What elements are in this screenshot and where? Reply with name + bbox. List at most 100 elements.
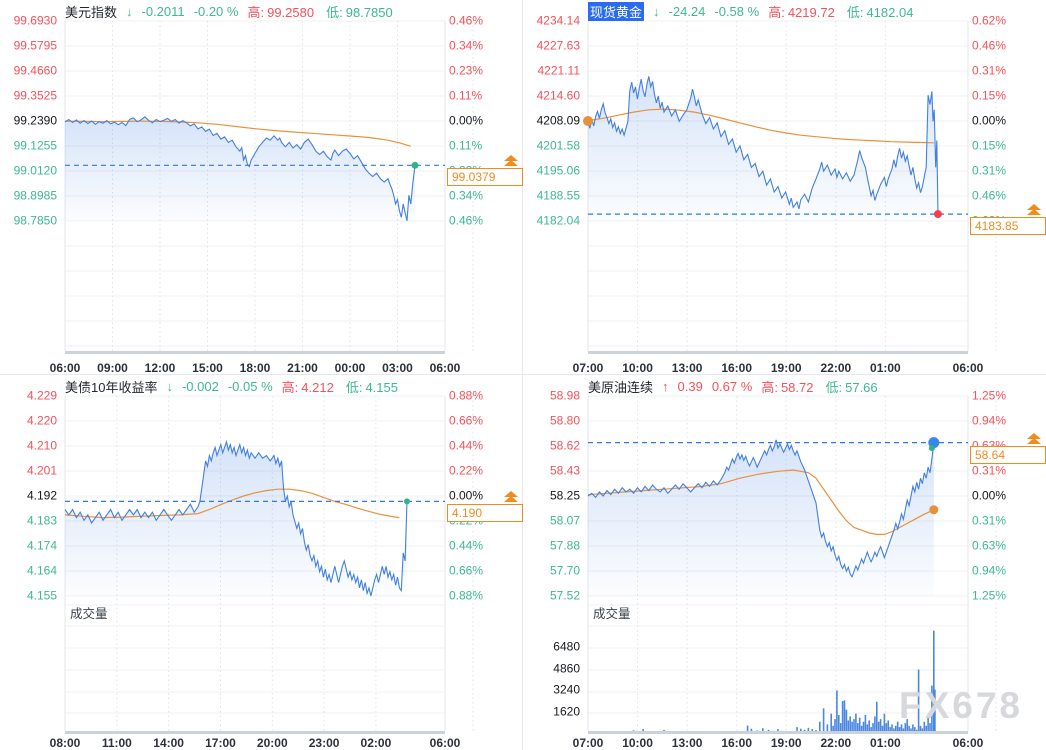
axis-label: 0.62% bbox=[972, 13, 1007, 28]
time-label: 21:00 bbox=[287, 361, 318, 375]
time-label: 12:00 bbox=[144, 361, 176, 375]
time-axis: 07:00 10:00 13:00 16:00 19:00 22:00 01:00 06:00 bbox=[523, 735, 1046, 750]
low-readout: 低: 4.155 bbox=[346, 377, 401, 396]
time-label: 07:00 bbox=[572, 736, 604, 750]
axis-label: 0.31% bbox=[972, 513, 1007, 528]
instrument-name[interactable]: 美原油连续 bbox=[588, 380, 654, 395]
price-chart[interactable] bbox=[523, 375, 1046, 750]
low-label: 低: bbox=[326, 5, 343, 20]
high-readout: 高: 4219.72 bbox=[768, 2, 838, 21]
change-value: -0.2011 bbox=[141, 4, 185, 19]
change-percent: -0.05 % bbox=[227, 379, 273, 394]
high-label: 高: bbox=[281, 380, 299, 395]
axis-label: 0.34% bbox=[449, 38, 484, 53]
axis-label: 4227.63 bbox=[536, 38, 580, 53]
axis-label: 58.43 bbox=[549, 463, 580, 478]
time-label: 11:00 bbox=[101, 736, 132, 750]
axis-label: 4.210 bbox=[26, 438, 57, 453]
price-chart[interactable] bbox=[0, 375, 523, 750]
current-price-value: 4.190 bbox=[452, 506, 483, 521]
time-axis: 07:00 10:00 13:00 16:00 19:00 22:00 01:00 06:00 bbox=[523, 360, 1046, 377]
axis-label: 99.2390 bbox=[13, 113, 57, 128]
low-value: 4.155 bbox=[365, 380, 398, 395]
price-chart[interactable] bbox=[523, 0, 1046, 375]
low-value: 57.66 bbox=[845, 380, 878, 395]
price-alert-arrow-icon[interactable] bbox=[504, 491, 518, 503]
price-alert-arrow-icon[interactable] bbox=[1027, 432, 1041, 445]
price-axis-left: 4.229 4.220 4.210 4.201 4.192 4.183 4.174 4.164… bbox=[0, 375, 60, 750]
time-label: 19:00 bbox=[770, 736, 802, 750]
direction-arrow-icon: ↓ bbox=[166, 379, 173, 394]
price-axis-left: 58.98 58.80 58.62 58.43 58.25 58.07 57.88 57.70… bbox=[523, 375, 583, 750]
axis-label: 1620 bbox=[553, 704, 580, 719]
current-price-tag: 4.190 bbox=[447, 504, 523, 523]
time-label: 06:00 bbox=[952, 361, 984, 375]
direction-arrow-icon: ↓ bbox=[653, 4, 660, 19]
axis-label: 4182.04 bbox=[536, 213, 580, 228]
low-value: 4182.04 bbox=[866, 5, 914, 20]
high-value: 4219.72 bbox=[787, 5, 835, 20]
axis-label: 4.174 bbox=[26, 538, 57, 553]
axis-label: 0.00% bbox=[449, 488, 484, 503]
instrument-name[interactable]: 现货黄金 bbox=[588, 2, 645, 21]
axis-label: 0.44% bbox=[449, 438, 484, 453]
price-alert-arrow-icon[interactable] bbox=[504, 155, 518, 167]
percent-axis-right: 0.62% 0.46% 0.31% 0.15% 0.00% 0.15% 0.31% 0.46%… bbox=[972, 0, 1046, 374]
chart-header: 现货黄金 ↓ -24.24 -0.58 % 高: 4219.72 低: 4182.0… bbox=[588, 2, 925, 21]
time-label: 03:00 bbox=[382, 361, 413, 375]
time-label: 02:00 bbox=[360, 736, 392, 750]
high-value: 58.72 bbox=[780, 380, 814, 395]
axis-label: 4.155 bbox=[26, 588, 57, 603]
axis-label: 0.34% bbox=[449, 188, 484, 203]
axis-label: 4860 bbox=[553, 661, 580, 676]
chart-header: 美原油连续 ↑ 0.39 0.67 % 高: 58.72 低: 57.66 bbox=[588, 378, 890, 395]
axis-label: 0.46% bbox=[972, 38, 1007, 53]
low-label: 低: bbox=[825, 380, 843, 395]
axis-label: 1.25% bbox=[972, 588, 1007, 603]
axis-label: 58.25 bbox=[549, 488, 580, 503]
low-readout: 低: 98.7850 bbox=[326, 2, 396, 21]
panel-spot-gold: 现货黄金 ↓ -24.24 -0.58 % 高: 4219.72 低: 4182.0… bbox=[523, 0, 1046, 375]
volume-axis-left: 6480 4860 3240 1620 bbox=[523, 375, 583, 750]
axis-label: 4188.55 bbox=[536, 188, 580, 203]
time-label: 06:00 bbox=[952, 736, 984, 750]
low-readout: 低: 4182.04 bbox=[847, 2, 917, 21]
axis-label: 0.46% bbox=[449, 213, 484, 228]
time-label: 16:00 bbox=[721, 736, 753, 750]
instrument-name[interactable]: 美债10年收益率 bbox=[65, 380, 158, 395]
high-readout: 高: 4.212 bbox=[282, 377, 337, 396]
axis-label: 4.201 bbox=[26, 463, 57, 478]
high-value: 99.2580 bbox=[267, 5, 315, 20]
price-chart[interactable] bbox=[0, 0, 523, 375]
instrument-name[interactable]: 美元指数 bbox=[65, 5, 118, 20]
chart-header: 美元指数 ↓ -0.2011 -0.20 % 高: 99.2580 低: 98.78… bbox=[65, 3, 405, 20]
axis-label: 4195.06 bbox=[536, 163, 580, 178]
low-label: 低: bbox=[345, 380, 363, 395]
current-price-value: 99.0379 bbox=[452, 170, 496, 185]
time-label: 13:00 bbox=[671, 361, 703, 375]
axis-label: 58.62 bbox=[549, 438, 580, 453]
axis-label: 0.66% bbox=[449, 413, 484, 428]
time-label: 00:00 bbox=[334, 361, 366, 375]
time-label: 14:00 bbox=[153, 736, 184, 750]
axis-label: 0.46% bbox=[972, 188, 1007, 203]
axis-label: 0.22% bbox=[449, 463, 484, 478]
low-value: 98.7850 bbox=[345, 5, 393, 20]
axis-label: 6480 bbox=[553, 639, 580, 654]
axis-label: 0.15% bbox=[972, 88, 1007, 103]
time-label: 01:00 bbox=[870, 361, 901, 375]
current-price-tag: 4183.85 bbox=[970, 217, 1046, 236]
axis-label: 3240 bbox=[553, 682, 580, 697]
high-readout: 高: 99.2580 bbox=[247, 2, 317, 21]
high-label: 高: bbox=[761, 380, 778, 395]
price-alert-arrow-icon[interactable] bbox=[1027, 204, 1041, 216]
time-label: 16:00 bbox=[721, 361, 753, 375]
time-label: 17:00 bbox=[205, 736, 236, 750]
current-price-value: 58.64 bbox=[975, 447, 1006, 462]
current-price-value: 4183.85 bbox=[975, 219, 1019, 234]
axis-label: 4214.60 bbox=[536, 88, 580, 103]
axis-label: 99.4660 bbox=[13, 63, 57, 78]
axis-label: 0.11% bbox=[449, 88, 483, 103]
axis-label: 57.88 bbox=[549, 538, 580, 553]
direction-arrow-icon: ↓ bbox=[126, 4, 133, 19]
